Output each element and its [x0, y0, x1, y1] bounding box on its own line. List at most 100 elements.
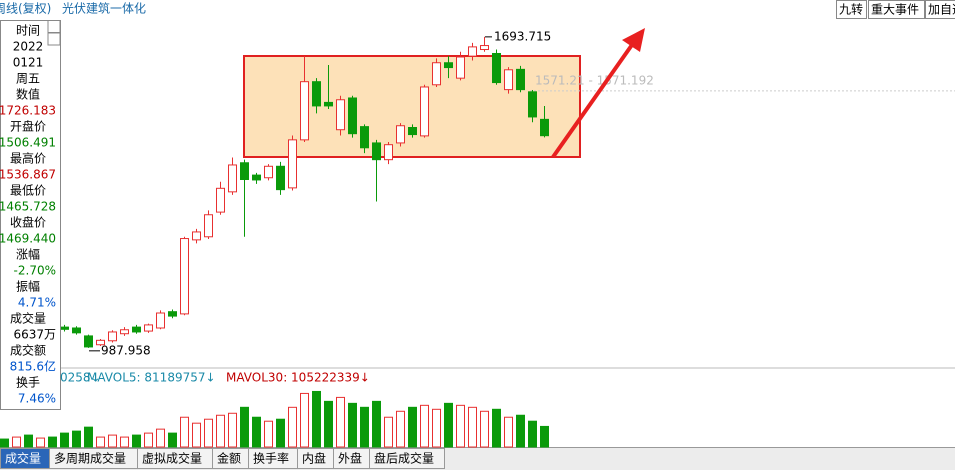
candle-body	[504, 69, 513, 91]
volume-bar	[132, 434, 141, 448]
volume-bar	[300, 392, 309, 448]
volume-bar	[264, 420, 273, 448]
volume-bar	[492, 408, 501, 448]
volume-bar	[48, 436, 57, 448]
info-text: 1726.183	[0, 104, 56, 118]
min-label: 987.958	[101, 343, 151, 357]
info-text: 4.71%	[18, 296, 56, 310]
candle-body	[168, 311, 177, 317]
title: 周线(复权)	[0, 2, 51, 16]
candle-body	[204, 214, 213, 238]
candle-body	[516, 68, 525, 91]
level-label: 1571.21 - 1571.192	[535, 73, 654, 87]
candle-body	[408, 127, 417, 136]
info-text: 收盘价	[10, 215, 46, 230]
info-text: 周五	[16, 72, 40, 86]
candle-body	[432, 62, 441, 86]
info-text: 7.46%	[18, 392, 56, 406]
candle-body	[420, 86, 429, 137]
info-text: 1465.728	[0, 200, 56, 214]
volume-bar	[120, 436, 129, 448]
volume-bar	[348, 402, 357, 448]
info-text: 涨幅	[16, 247, 40, 262]
volume-bar	[324, 400, 333, 448]
candle-body	[300, 81, 309, 141]
volume-bar	[288, 406, 297, 448]
volume-bar	[228, 412, 237, 448]
top-button-label[interactable]: 重大事件	[871, 3, 919, 17]
info-text: -2.70%	[14, 264, 56, 278]
info-text: 1469.440	[0, 232, 56, 246]
info-text: 最高价	[10, 151, 46, 166]
candle-body	[348, 97, 357, 135]
volume-bar	[528, 420, 537, 448]
info-text: 成交量	[10, 311, 46, 326]
candle-body	[372, 142, 381, 161]
tab-label[interactable]: 内盘	[302, 451, 326, 466]
candle-body	[324, 101, 333, 107]
top-button-label[interactable]: 九转	[839, 2, 863, 17]
candle-body	[384, 144, 393, 161]
candle-body	[144, 324, 153, 332]
candle-body	[288, 139, 297, 189]
tab-label[interactable]: 外盘	[338, 451, 362, 466]
volume-bar	[336, 396, 345, 448]
volume-bar	[36, 437, 45, 448]
volume-bar	[468, 406, 477, 448]
volume-bar	[12, 436, 21, 448]
volume-bar	[240, 406, 249, 448]
candle-body	[468, 46, 477, 57]
info-text: 开盘价	[10, 119, 46, 134]
candle-body	[276, 165, 285, 191]
volume-bar	[144, 432, 153, 448]
volume-bar	[312, 390, 321, 448]
volume-bar	[540, 425, 549, 448]
candle-body	[480, 45, 489, 51]
volume-bar	[432, 408, 441, 448]
volume-bar	[456, 404, 465, 448]
tab[interactable]	[369, 448, 445, 469]
top-button[interactable]	[836, 0, 867, 19]
candle-body	[240, 162, 249, 181]
tab-label[interactable]: 成交量	[5, 451, 41, 466]
candle-body	[72, 327, 81, 334]
volume-bar	[108, 434, 117, 448]
volume-bar	[276, 418, 285, 448]
top-button[interactable]	[925, 0, 955, 19]
volume-bar	[180, 416, 189, 448]
info-text: 0121	[13, 56, 44, 70]
info-text: 换手	[16, 376, 40, 390]
info-text: 最低价	[10, 184, 46, 198]
info-text: 1506.491	[0, 136, 56, 150]
volume-bar	[84, 426, 93, 448]
top-button-label[interactable]: 加自选	[928, 3, 955, 17]
close-button	[47, 20, 61, 33]
volume-bar	[384, 416, 393, 448]
candle-body	[156, 312, 165, 329]
volume-bar	[444, 402, 453, 448]
tab-label[interactable]: 多周期成交量	[54, 451, 126, 466]
info-text: 时间	[16, 24, 40, 38]
candle-body	[108, 331, 117, 342]
candle-body	[528, 91, 537, 118]
info-text: 成交额	[10, 343, 46, 358]
tab-label[interactable]: 盘后成交量	[374, 451, 434, 466]
top-button[interactable]	[868, 0, 925, 19]
volume-legend: 0258↓	[60, 371, 101, 385]
info-text: 1536.867	[0, 168, 56, 182]
candle-body	[96, 339, 105, 346]
candle-body	[84, 335, 93, 348]
volume-bar	[192, 422, 201, 448]
info-text: 815.6亿	[10, 359, 56, 374]
candle-body	[60, 326, 69, 330]
info-text: 数值	[16, 87, 40, 102]
volume-bar	[72, 430, 81, 448]
tab-label[interactable]: 换手率	[253, 451, 289, 466]
tab-label[interactable]: 金额	[217, 451, 241, 466]
volume-bar	[156, 428, 165, 448]
tab-label[interactable]: 虚拟成交量	[142, 451, 202, 466]
volume-bar	[168, 432, 177, 448]
candle-body	[120, 329, 129, 335]
